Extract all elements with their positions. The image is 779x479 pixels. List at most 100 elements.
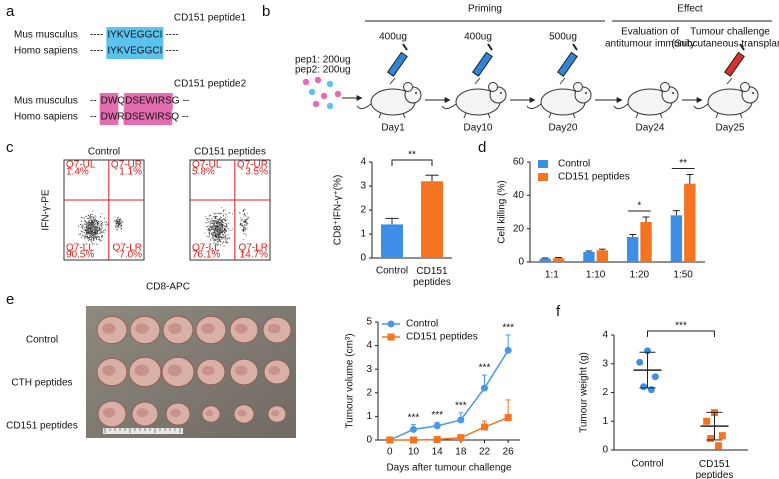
event-dot [215, 236, 217, 238]
event-dot [91, 229, 93, 231]
significance-bracket [391, 159, 433, 166]
event-dot [219, 226, 221, 228]
significance: *** [675, 321, 687, 332]
event-dot [81, 235, 83, 237]
mouse [526, 82, 592, 119]
event-dot [98, 229, 100, 231]
event-dot [85, 242, 87, 244]
panel-label: e [6, 291, 14, 308]
event-dot [95, 232, 97, 234]
event-dot [87, 224, 89, 226]
dash: ---- [90, 30, 103, 41]
event-dot [240, 217, 242, 219]
legend-label: CD151 peptides [406, 332, 478, 343]
event-dot [89, 216, 91, 218]
event-dot [86, 222, 88, 224]
tumour-spot [170, 408, 182, 417]
event-dot [243, 214, 245, 216]
event-dot [213, 238, 215, 240]
event-dot [99, 225, 101, 227]
event-dot [214, 239, 216, 241]
event-dot [82, 244, 84, 246]
y-tick-label: 1 [366, 411, 372, 422]
event-dot [94, 230, 96, 232]
event-dot [223, 231, 225, 233]
mouse-tail [441, 103, 457, 110]
bar [421, 181, 443, 258]
event-dot [87, 222, 89, 224]
event-dot [245, 219, 247, 221]
mouse-leg [715, 112, 719, 119]
x-tick-label: 1:20 [630, 270, 650, 281]
event-dot [226, 237, 228, 239]
event-dot [92, 230, 94, 232]
event-dot [88, 215, 90, 217]
event-dot [208, 218, 210, 220]
point [410, 425, 417, 433]
event-dot [93, 235, 95, 237]
event-dot [86, 230, 88, 232]
event-dot [211, 231, 213, 233]
event-dot [96, 243, 98, 245]
event-dot [220, 241, 222, 243]
event-dot [101, 227, 103, 229]
event-dot [91, 222, 93, 224]
event-dot [211, 238, 213, 240]
event-dot [84, 218, 86, 220]
x-tick-label: 1:10 [586, 270, 606, 281]
event-dot [89, 215, 91, 217]
event-dot [81, 226, 83, 228]
event-dot [117, 218, 119, 220]
event-dot [87, 231, 89, 233]
event-dot [101, 225, 103, 227]
event-dot [221, 228, 223, 230]
event-dot [90, 231, 92, 233]
event-dot [93, 226, 95, 228]
mouse-ear [573, 82, 583, 92]
event-dot [227, 238, 229, 240]
event-dot [216, 232, 218, 234]
event-dot [220, 213, 222, 215]
event-dot [87, 237, 89, 239]
event-dot [94, 228, 96, 230]
event-dot [88, 229, 90, 231]
event-dot [213, 220, 215, 222]
event-dot [228, 223, 230, 225]
event-dot [210, 229, 212, 231]
event-dot [91, 230, 93, 232]
event-dot [243, 227, 245, 229]
event-dot [103, 232, 105, 234]
event-dot [92, 234, 94, 236]
syringe-plunger [572, 43, 578, 51]
event-dot [119, 223, 121, 225]
quadrant-gate: Q7-LL [192, 243, 220, 254]
significance: *** [455, 401, 467, 412]
day: Day24 [636, 123, 665, 134]
event-dot [92, 233, 94, 235]
event-dot [93, 216, 95, 218]
event-dot [222, 224, 224, 226]
point [636, 358, 644, 366]
event-dot [224, 231, 226, 233]
event-dot [230, 230, 232, 232]
point [457, 416, 465, 424]
event-dot [96, 222, 98, 224]
event-dot [86, 235, 88, 237]
event-dot [90, 224, 92, 226]
event-dot [218, 237, 220, 239]
event-dot [218, 234, 220, 236]
event-dot [90, 227, 92, 229]
point [651, 373, 659, 381]
event-dot [244, 219, 246, 221]
event-dot [222, 221, 224, 223]
event-dot [218, 222, 220, 224]
event-dot [93, 221, 95, 223]
event-dot [216, 236, 218, 238]
y-tick-label: 4 [602, 330, 608, 341]
event-dot [83, 229, 85, 231]
event-dot [78, 234, 80, 236]
event-dot [119, 224, 121, 226]
event-dot [81, 217, 83, 219]
event-dot [213, 240, 215, 242]
y-axis-label: Tumour weight (g) [579, 352, 590, 433]
